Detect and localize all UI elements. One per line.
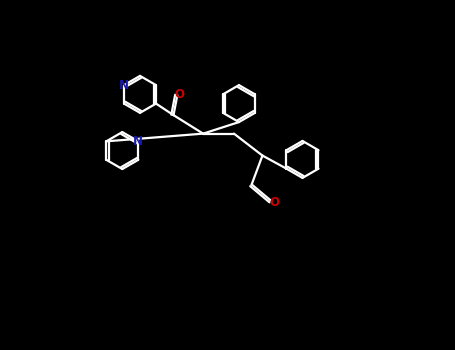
- Text: O: O: [270, 196, 280, 209]
- Text: N: N: [119, 79, 129, 92]
- Text: O: O: [175, 88, 185, 101]
- Text: N: N: [133, 135, 143, 148]
